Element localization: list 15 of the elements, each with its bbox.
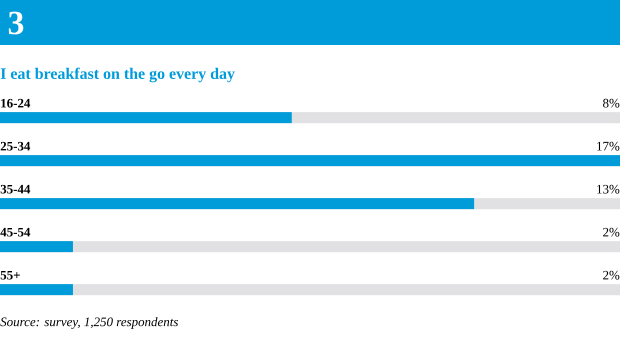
data-label: 8% [603, 98, 620, 108]
chart-title: I eat breakfast on the go every day [0, 68, 235, 82]
y-tick-label: 55+ [0, 270, 20, 280]
y-tick-label: 16-24 [1, 98, 30, 108]
data-label: 17% [597, 142, 620, 151]
data-label: 2% [603, 270, 620, 280]
data-label: 2% [603, 228, 620, 237]
bar [0, 284, 73, 296]
text: 3 [8, 12, 24, 34]
y-tick-label: 45-54 [0, 228, 30, 237]
bar [0, 241, 73, 252]
data-label: 13% [597, 184, 620, 194]
y-tick-label: 25-34 [0, 142, 30, 151]
source-note: Source: survey, 1,250 respondents [0, 317, 178, 329]
y-tick-label: 35-44 [0, 184, 30, 194]
